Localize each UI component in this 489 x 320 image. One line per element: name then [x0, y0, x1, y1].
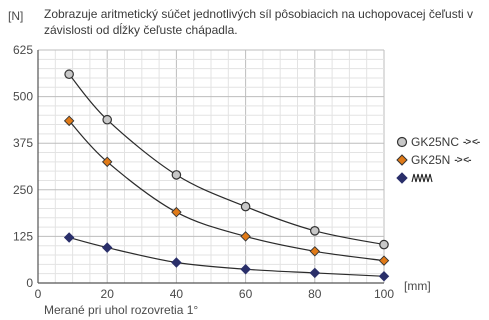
data-point: [379, 239, 389, 250]
data-point: [63, 232, 75, 243]
chart-description: Zobrazuje aritmetický súčet jednotlivých…: [44, 7, 474, 37]
x-tick-label: 100: [374, 287, 394, 301]
chart-grid: [37, 49, 385, 284]
data-point: [101, 242, 113, 253]
data-point: [309, 226, 320, 236]
series-markers: [63, 69, 390, 282]
data-point: [171, 206, 182, 218]
y-axis-unit: [N]: [8, 9, 23, 23]
x-tick-label: 80: [308, 287, 322, 301]
x-tick-label: 40: [170, 287, 184, 301]
data-point: [309, 246, 321, 257]
diamond-marker-icon: [396, 154, 408, 166]
y-tick-label: 125: [13, 229, 33, 243]
y-tick-label: 500: [13, 90, 33, 104]
series-line-2: [68, 236, 385, 277]
measurement-note: Merané pri uhol rozovretia 1°: [44, 303, 198, 317]
legend-item-gk25nc: GK25NC -> <-: [396, 133, 480, 151]
data-point: [309, 267, 321, 279]
y-tick-label: 0: [26, 276, 33, 290]
y-tick-label: 625: [13, 43, 33, 57]
series-line-0: [68, 73, 385, 246]
data-point: [101, 156, 113, 168]
data-point: [378, 271, 390, 282]
spring-icon: [411, 173, 433, 183]
data-point: [240, 201, 251, 212]
chart-axes: [37, 50, 384, 284]
data-point: [171, 170, 182, 180]
data-point: [378, 255, 390, 266]
legend-item-gk25n: GK25N -> <-: [396, 151, 479, 169]
data-point: [240, 263, 251, 275]
circle-marker-icon: [396, 136, 408, 148]
legend-label-gk25nc: GK25NC: [411, 135, 460, 149]
legend-item-spring: [396, 169, 479, 187]
x-tick-label: 20: [101, 287, 115, 301]
series-line-1: [68, 120, 385, 262]
y-tick-label: 250: [13, 183, 33, 197]
legend-label-gk25n: GK25N: [411, 153, 451, 167]
legend-arrows-gk25n: -> <-: [454, 154, 471, 166]
chart-legend: GK25NC -> <- GK25N -> <-: [396, 133, 480, 187]
y-tick-label: 375: [13, 136, 33, 150]
data-point: [102, 114, 112, 125]
data-point: [64, 69, 74, 80]
tick-labels: 0 125 250 375 500 625 0 20 40 60 80 100: [13, 43, 394, 301]
x-tick-label: 60: [239, 287, 253, 301]
legend-arrows-gk25nc: -> <-: [463, 136, 480, 148]
x-tick-label: 0: [35, 287, 42, 301]
x-axis-unit: [mm]: [404, 279, 431, 293]
diamond-marker-icon: [396, 172, 408, 184]
data-point: [63, 115, 75, 127]
data-point: [240, 231, 251, 242]
data-point: [171, 257, 182, 268]
